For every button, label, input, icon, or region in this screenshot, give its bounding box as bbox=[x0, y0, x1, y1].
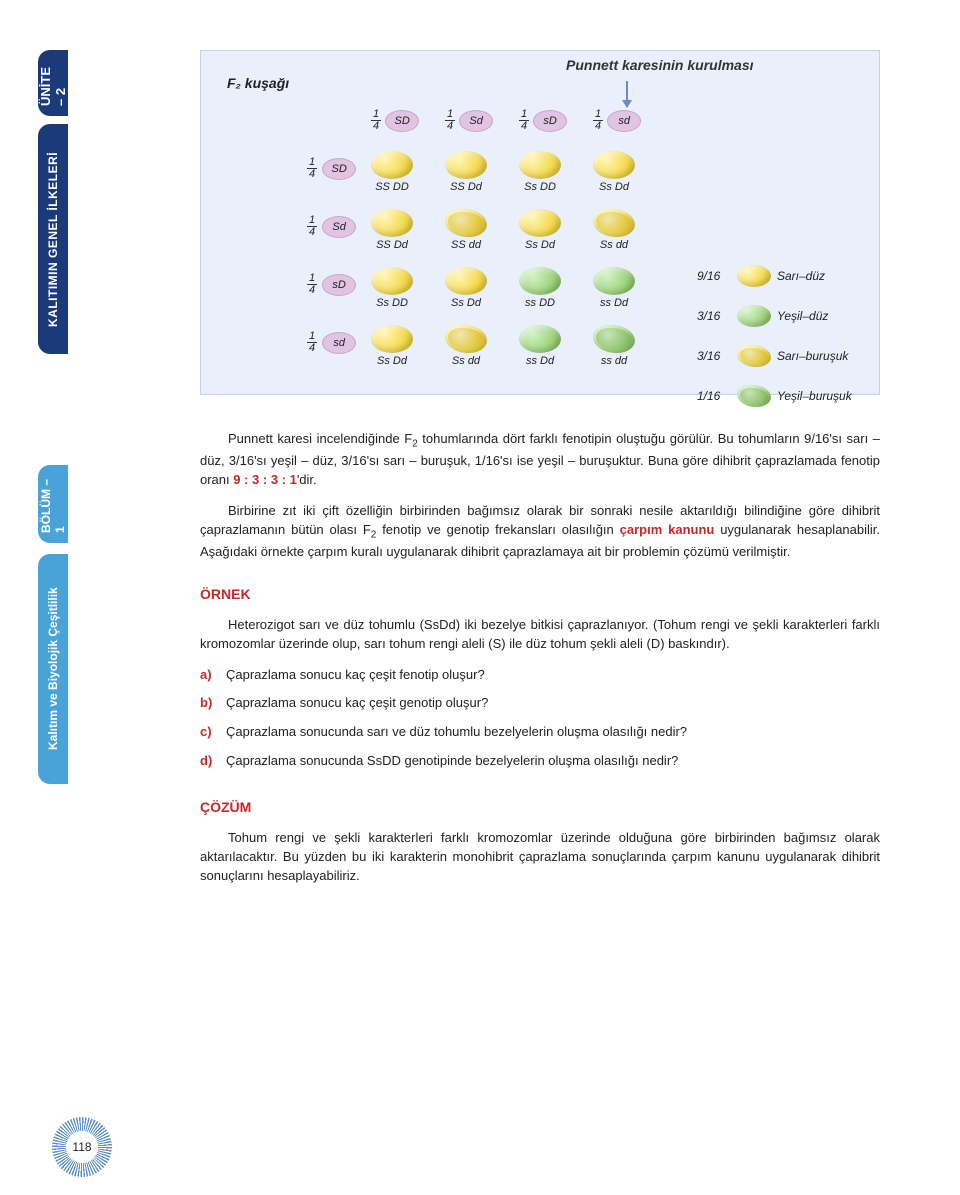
example-text: Heterozigot sarı ve düz tohumlu (SsDd) i… bbox=[200, 616, 880, 654]
row-header: 14Sd bbox=[307, 215, 356, 238]
chapter-tab: BÖLÜM – 1 bbox=[38, 465, 68, 543]
f2-label: F₂ kuşağı bbox=[227, 75, 289, 91]
col-header: 14sd bbox=[593, 109, 641, 132]
punnett-cell: SS dd bbox=[445, 209, 487, 251]
punnett-cell: ss dd bbox=[593, 325, 635, 367]
legend-item: 1/16Yeşil–buruşuk bbox=[697, 385, 852, 407]
punnett-cell: Ss DD bbox=[519, 151, 561, 193]
row-header: 14sD bbox=[307, 273, 356, 296]
section-tab: KALITIMIN GENEL İLKELERİ bbox=[38, 124, 68, 354]
col-header: 14SD bbox=[371, 109, 419, 132]
paragraph-1: Punnett karesi incelendiğinde F2 tohumla… bbox=[200, 430, 880, 490]
punnett-cell: Ss dd bbox=[593, 209, 635, 251]
arrow-down-icon bbox=[626, 81, 628, 107]
row-header: 14sd bbox=[307, 331, 356, 354]
punnett-cell: ss Dd bbox=[593, 267, 635, 309]
punnett-cell: SS DD bbox=[371, 151, 413, 193]
punnett-cell: Ss Dd bbox=[445, 267, 487, 309]
row-header: 14SD bbox=[307, 157, 356, 180]
punnett-title: Punnett karesinin kurulması bbox=[566, 57, 754, 73]
punnett-panel: F₂ kuşağı Punnett karesinin kurulması 14… bbox=[200, 50, 880, 395]
question-c: c)Çaprazlama sonucunda sarı ve düz tohum… bbox=[200, 723, 880, 742]
col-header: 14sD bbox=[519, 109, 567, 132]
solution-heading: ÇÖZÜM bbox=[200, 797, 880, 817]
solution-text: Tohum rengi ve şekli karakterleri farklı… bbox=[200, 829, 880, 886]
legend-item: 3/16Sarı–buruşuk bbox=[697, 345, 848, 367]
col-header: 14Sd bbox=[445, 109, 493, 132]
punnett-cell: Ss Dd bbox=[519, 209, 561, 251]
unit-tab: ÜNİTE – 2 bbox=[38, 50, 68, 116]
legend-item: 9/16Sarı–düz bbox=[697, 265, 825, 287]
example-heading: ÖRNEK bbox=[200, 584, 880, 604]
punnett-cell: Ss DD bbox=[371, 267, 413, 309]
punnett-cell: Ss dd bbox=[445, 325, 487, 367]
page-number-badge: 118 bbox=[60, 1125, 104, 1169]
body-text: Punnett karesi incelendiğinde F2 tohumla… bbox=[200, 430, 880, 898]
question-a: a)Çaprazlama sonucu kaç çeşit fenotip ol… bbox=[200, 666, 880, 685]
question-b: b)Çaprazlama sonucu kaç çeşit genotip ol… bbox=[200, 694, 880, 713]
question-d: d)Çaprazlama sonucunda SsDD genotipinde … bbox=[200, 752, 880, 771]
punnett-cell: ss Dd bbox=[519, 325, 561, 367]
punnett-cell: Ss Dd bbox=[593, 151, 635, 193]
punnett-cell: Ss Dd bbox=[371, 325, 413, 367]
punnett-cell: SS Dd bbox=[445, 151, 487, 193]
paragraph-2: Birbirine zıt iki çift özelliğin birbiri… bbox=[200, 502, 880, 562]
topic-tab: Kalıtım ve Biyolojik Çeşitlilik bbox=[38, 554, 68, 784]
punnett-cell: ss DD bbox=[519, 267, 561, 309]
punnett-cell: SS Dd bbox=[371, 209, 413, 251]
legend-item: 3/16Yeşil–düz bbox=[697, 305, 828, 327]
